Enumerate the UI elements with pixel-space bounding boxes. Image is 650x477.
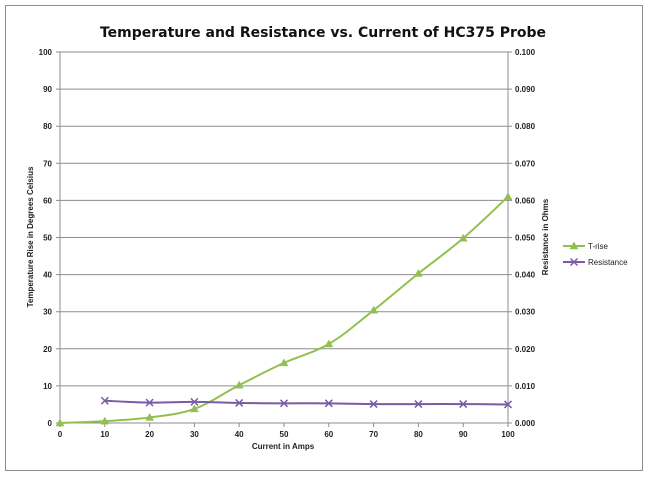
legend-label-t-rise: T-rise <box>588 242 609 251</box>
x-tick-label: 40 <box>235 430 244 439</box>
data-point-resistance <box>100 396 109 405</box>
y-axis-label: Temperature Rise in Degrees Celsius <box>26 166 35 307</box>
tick-labels: 01020304050607080901000.0000.0100.0200.0… <box>39 48 536 439</box>
legend-label-resistance: Resistance <box>588 258 628 267</box>
y2-tick-label: 0.090 <box>515 85 536 94</box>
x-tick-label: 70 <box>369 430 378 439</box>
x-tick-label: 20 <box>145 430 154 439</box>
gridlines <box>60 51 508 387</box>
data-point-t-rise <box>100 416 110 425</box>
y-tick-label: 0 <box>48 419 53 428</box>
y2-tick-label: 0.050 <box>515 234 536 243</box>
axes <box>56 51 512 427</box>
data-point-t-rise <box>145 412 155 421</box>
chart-title: Temperature and Resistance vs. Current o… <box>100 25 546 41</box>
x-axis-label: Current in Amps <box>252 442 315 451</box>
data-point-resistance <box>414 400 423 409</box>
data-point-t-rise <box>234 380 244 389</box>
y-tick-label: 40 <box>43 271 52 280</box>
data-point-t-rise <box>55 418 65 427</box>
x-tick-label: 90 <box>459 430 468 439</box>
y2-tick-label: 0.030 <box>515 308 536 317</box>
series-line-resistance <box>104 399 509 406</box>
data-point-t-rise <box>189 404 199 413</box>
x-tick-label: 60 <box>324 430 333 439</box>
y2-tick-label: 0.070 <box>515 159 536 168</box>
y2-axis-label: Resistance in Ohms <box>541 198 550 275</box>
y-tick-label: 80 <box>43 122 52 131</box>
y2-tick-label: 0.020 <box>515 345 536 354</box>
y-tick-label: 60 <box>43 196 52 205</box>
y2-tick-label: 0.040 <box>515 271 536 280</box>
y2-tick-label: 0.100 <box>515 48 536 57</box>
data-point-resistance <box>324 399 333 408</box>
x-tick-label: 10 <box>100 430 109 439</box>
y2-tick-label: 0.010 <box>515 382 536 391</box>
data-point-t-rise <box>279 358 289 367</box>
legend-marker-t-rise <box>569 241 579 250</box>
legend: T-rise Resistance <box>563 241 628 267</box>
data-point-resistance <box>503 400 513 409</box>
data-point-resistance <box>279 399 289 408</box>
y-tick-label: 70 <box>43 159 52 168</box>
y-tick-label: 100 <box>39 48 53 57</box>
y2-tick-label: 0.000 <box>515 419 536 428</box>
data-point-resistance <box>369 400 378 409</box>
data-point-t-rise <box>324 339 334 348</box>
x-tick-label: 30 <box>190 430 199 439</box>
data-point-t-rise <box>458 233 468 242</box>
y-tick-label: 10 <box>43 382 52 391</box>
series-line-t-rise <box>59 195 509 424</box>
x-tick-label: 50 <box>280 430 289 439</box>
data-point-resistance <box>235 398 244 407</box>
y-tick-label: 90 <box>43 85 52 94</box>
y-tick-label: 20 <box>43 345 52 354</box>
x-tick-label: 0 <box>58 430 63 439</box>
data-point-resistance <box>459 400 468 409</box>
x-tick-label: 80 <box>414 430 423 439</box>
x-tick-label: 100 <box>501 430 515 439</box>
series-layer <box>55 192 513 427</box>
data-point-resistance <box>145 398 154 407</box>
data-point-t-rise <box>369 305 379 314</box>
y-tick-label: 50 <box>43 234 52 243</box>
data-point-t-rise <box>503 192 513 200</box>
y2-tick-label: 0.080 <box>515 122 536 131</box>
data-point-resistance <box>190 397 199 406</box>
legend-marker-resistance <box>569 257 579 267</box>
data-point-t-rise <box>413 268 423 277</box>
y2-tick-label: 0.060 <box>515 196 536 205</box>
y-tick-label: 30 <box>43 308 52 317</box>
